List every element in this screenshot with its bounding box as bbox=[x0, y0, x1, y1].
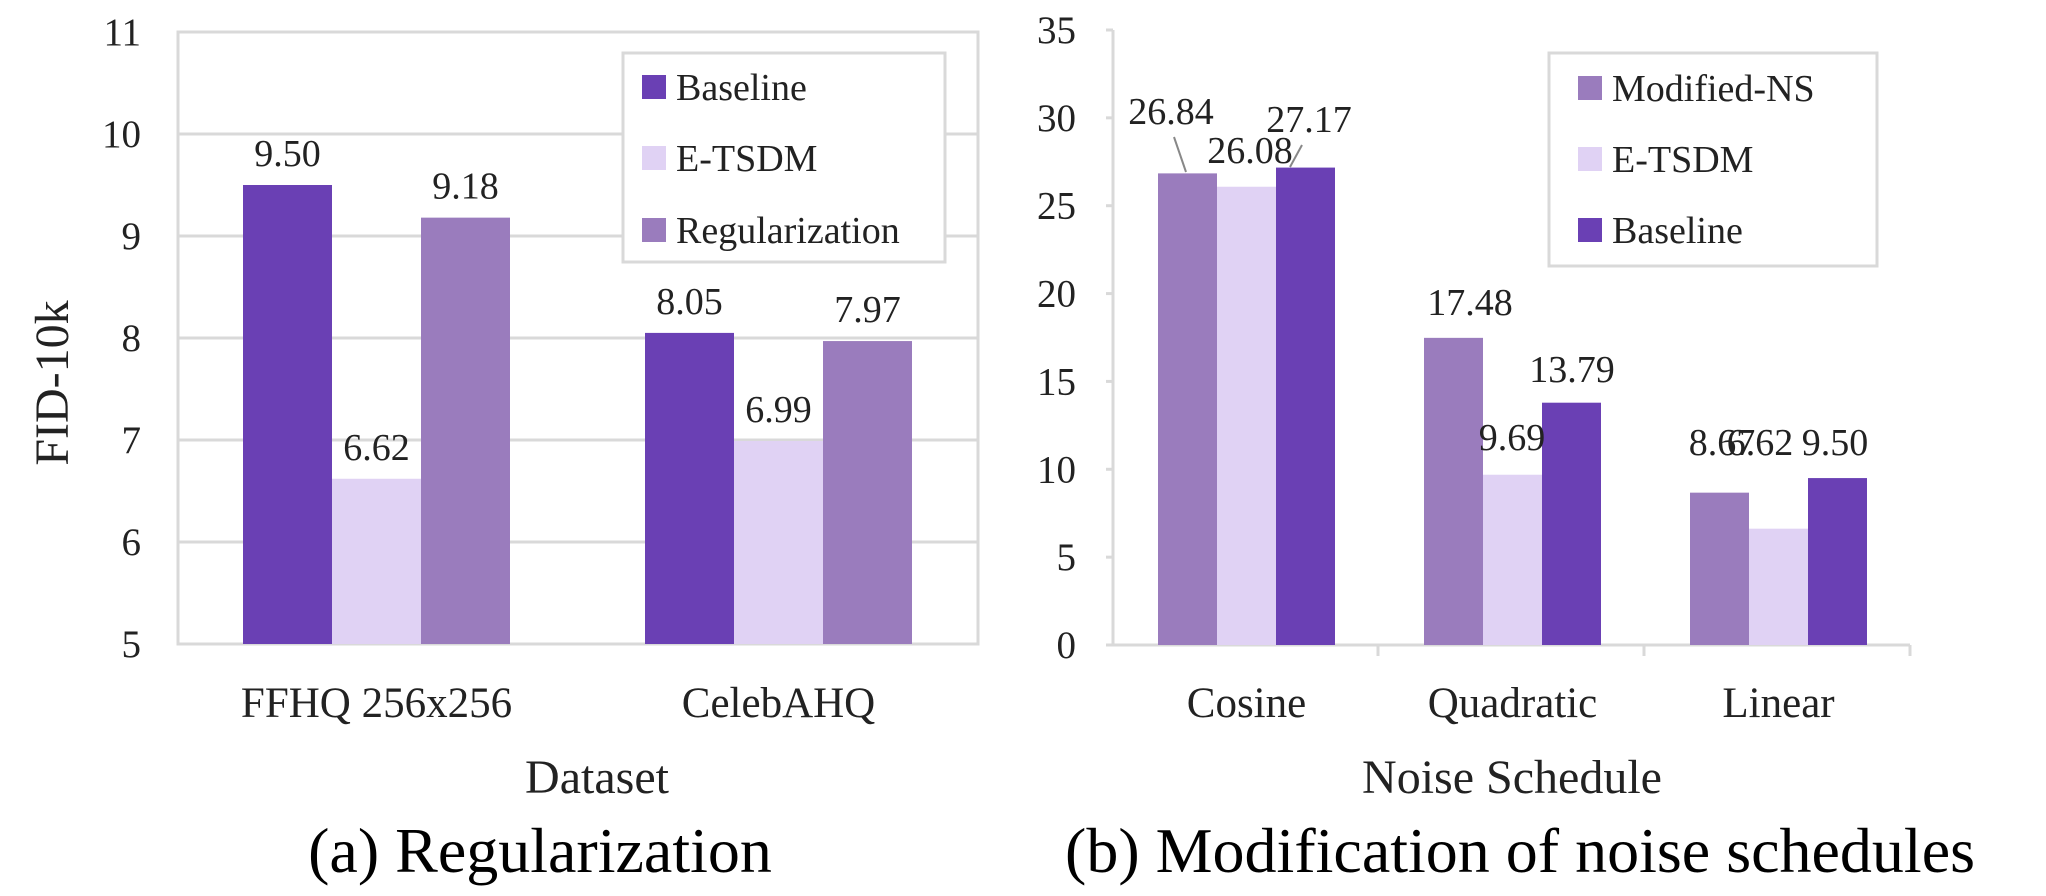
legend-swatch bbox=[642, 146, 666, 170]
y-tick-label: 6 bbox=[122, 521, 142, 564]
chart-a-legend-box bbox=[621, 51, 947, 264]
y-tick-label: 15 bbox=[1037, 360, 1076, 403]
chart-a: 5 6 7 8 9 10 11 9.50 8.05 6.62 6.99 9.18 7.97 FFHQ … bbox=[26, 11, 980, 886]
y-tick-label: 9 bbox=[122, 215, 142, 258]
chart-b: 0 5 10 15 20 25 30 35 26.84 17.48 8.67 26.08 9.69 6.… bbox=[1037, 9, 1975, 886]
bar-e-tsdm bbox=[1217, 186, 1276, 646]
bar-e-tsdm bbox=[332, 478, 421, 644]
legend-swatch bbox=[642, 218, 666, 242]
y-tick-label: 10 bbox=[1037, 448, 1076, 491]
chart-a-y-ticks: 5 6 7 8 9 10 11 bbox=[102, 11, 141, 666]
data-label: 26.08 bbox=[1207, 130, 1293, 172]
data-label: 13.79 bbox=[1529, 349, 1615, 391]
y-tick-label: 35 bbox=[1037, 9, 1076, 52]
chart-b-x-axis-label: Noise Schedule bbox=[1362, 751, 1662, 804]
chart-b-bars bbox=[1158, 167, 1867, 646]
legend-label: Modified-NS bbox=[1612, 68, 1815, 110]
bar-regularization bbox=[823, 341, 912, 644]
data-label: 6.62 bbox=[1727, 422, 1794, 464]
bar-baseline bbox=[1276, 167, 1335, 645]
data-label: 7.97 bbox=[834, 289, 901, 331]
x-category-label: CelebAHQ bbox=[682, 680, 875, 727]
bar-baseline bbox=[1808, 478, 1867, 645]
chart-a-category-labels: FFHQ 256x256 CelebAHQ bbox=[241, 680, 875, 727]
y-tick-label: 5 bbox=[1057, 536, 1077, 579]
y-tick-label: 11 bbox=[103, 11, 141, 54]
x-category-label: Linear bbox=[1722, 680, 1834, 727]
bar-e-tsdm bbox=[734, 441, 823, 644]
y-tick-label: 5 bbox=[122, 623, 142, 666]
bar-modified-ns bbox=[1424, 337, 1483, 645]
y-tick-label: 10 bbox=[102, 113, 141, 156]
bar-baseline bbox=[645, 332, 734, 644]
data-label: 26.84 bbox=[1128, 91, 1214, 133]
y-tick-label: 20 bbox=[1037, 273, 1076, 316]
data-label: 9.50 bbox=[1802, 422, 1869, 464]
legend-label: Baseline bbox=[676, 67, 807, 109]
data-label: 17.48 bbox=[1427, 282, 1513, 324]
data-label: 27.17 bbox=[1266, 99, 1352, 141]
data-label: 6.99 bbox=[745, 389, 812, 431]
bar-modified-ns bbox=[1690, 492, 1749, 645]
chart-b-category-labels: Cosine Quadratic Linear bbox=[1187, 680, 1835, 727]
chart-a-bars bbox=[243, 185, 912, 644]
chart-b-leader-lines bbox=[1173, 136, 1303, 173]
bar-modified-ns bbox=[1158, 173, 1217, 645]
chart-a-value-labels: 9.50 8.05 6.62 6.99 9.18 7.97 bbox=[254, 133, 901, 469]
legend-label: E-TSDM bbox=[1612, 139, 1753, 181]
chart-b-legend-box bbox=[1547, 51, 1879, 268]
bar-baseline bbox=[243, 185, 332, 644]
legend-swatch bbox=[1578, 76, 1602, 100]
data-label: 6.62 bbox=[343, 427, 410, 469]
bar-baseline bbox=[1542, 402, 1601, 645]
x-category-label: Cosine bbox=[1187, 680, 1306, 727]
data-label: 8.67 bbox=[1689, 422, 1756, 464]
legend-swatch bbox=[1578, 147, 1602, 171]
y-tick-label: 7 bbox=[122, 419, 142, 462]
chart-a-x-axis-label: Dataset bbox=[525, 751, 670, 804]
data-label: 9.18 bbox=[432, 166, 499, 208]
legend-swatch bbox=[642, 75, 666, 99]
data-label: 9.50 bbox=[254, 133, 321, 175]
legend-label: Baseline bbox=[1612, 210, 1743, 252]
data-label: 9.69 bbox=[1479, 417, 1546, 459]
y-tick-label: 30 bbox=[1037, 97, 1076, 140]
bar-regularization bbox=[421, 217, 510, 644]
chart-b-y-ticks: 0 5 10 15 20 25 30 35 bbox=[1037, 9, 1912, 667]
legend-label: E-TSDM bbox=[676, 138, 817, 180]
chart-a-caption: (a) Regularization bbox=[308, 815, 772, 886]
chart-a-legend: Baseline E-TSDM Regularization bbox=[621, 51, 947, 264]
data-label: 8.05 bbox=[656, 281, 723, 323]
legend-label: Regularization bbox=[676, 210, 900, 252]
y-tick-label: 25 bbox=[1037, 185, 1076, 228]
legend-swatch bbox=[1578, 218, 1602, 242]
x-category-label: FFHQ 256x256 bbox=[241, 680, 512, 727]
leader-line bbox=[1173, 136, 1187, 173]
x-category-label: Quadratic bbox=[1428, 680, 1598, 727]
chart-b-legend: Modified-NS E-TSDM Baseline bbox=[1547, 51, 1879, 268]
bar-e-tsdm bbox=[1749, 528, 1808, 645]
chart-a-y-axis-label: FID-10k bbox=[26, 300, 79, 465]
chart-b-caption: (b) Modification of noise schedules bbox=[1065, 815, 1975, 886]
y-tick-label: 0 bbox=[1057, 624, 1077, 667]
bar-e-tsdm bbox=[1483, 474, 1542, 645]
chart-b-value-labels: 26.84 17.48 8.67 26.08 9.69 6.62 27.17 13.79 9.5… bbox=[1128, 91, 1868, 464]
y-tick-label: 8 bbox=[122, 317, 142, 360]
leader-line bbox=[1289, 144, 1303, 168]
